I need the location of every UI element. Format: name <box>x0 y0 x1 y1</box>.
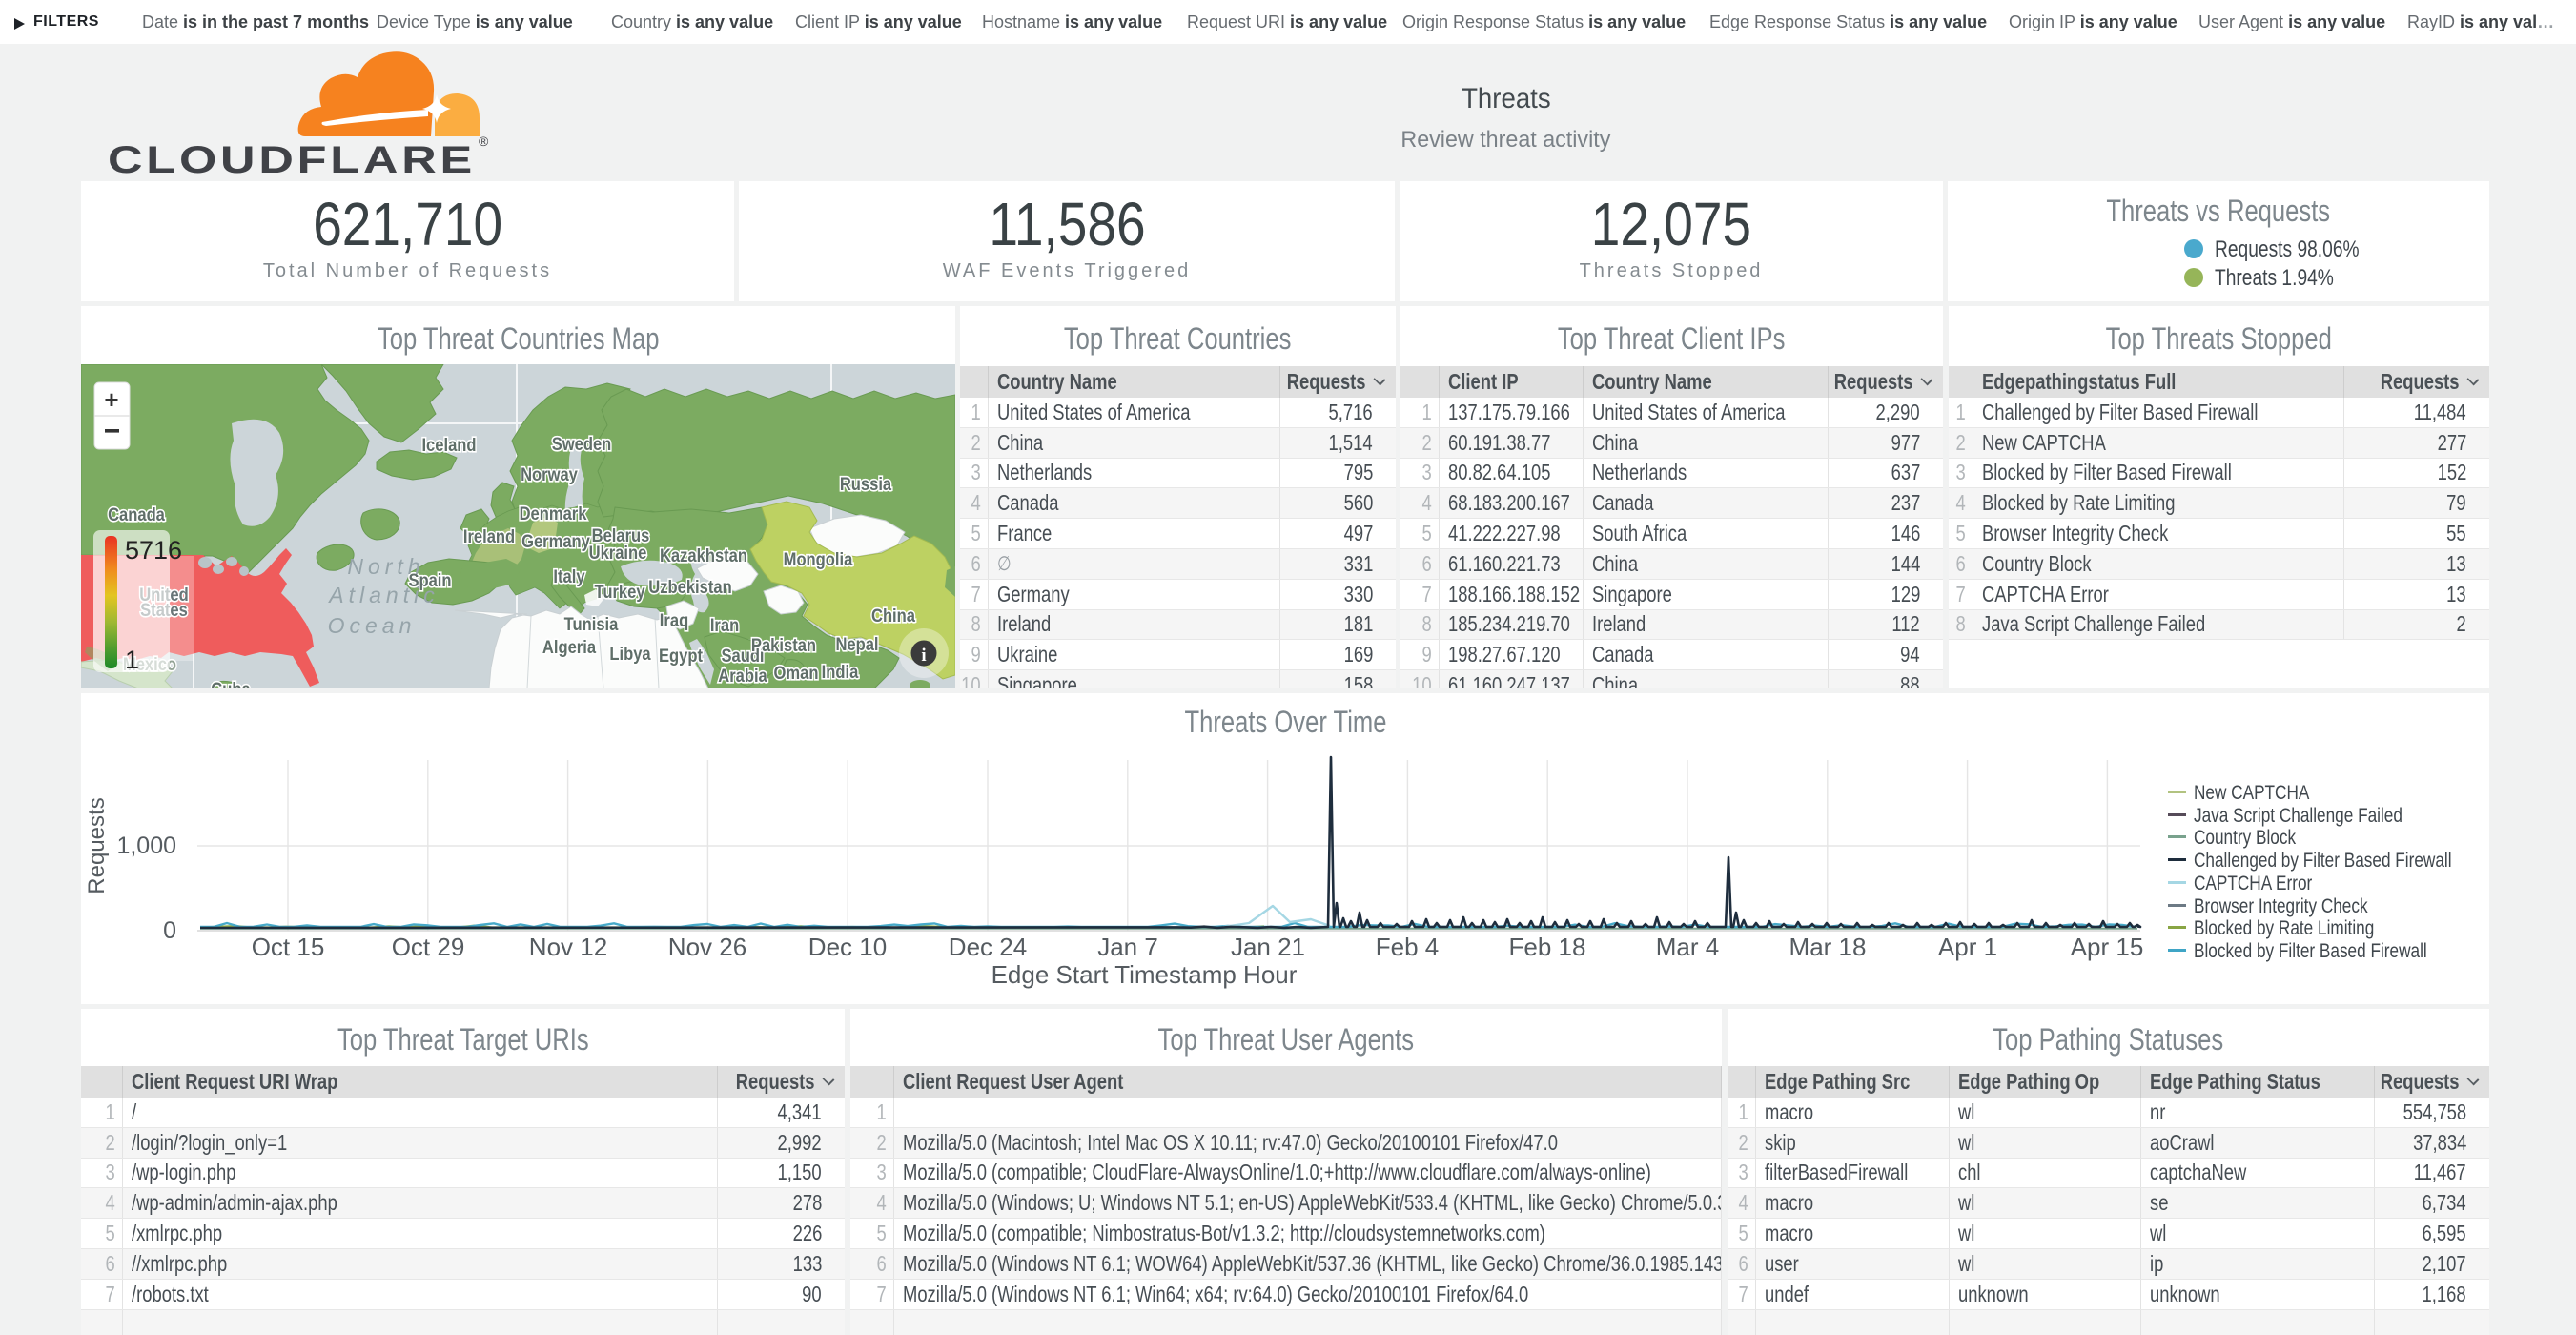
svg-text:Ireland: Ireland <box>463 526 515 547</box>
svg-text:Mar 18: Mar 18 <box>1789 933 1867 961</box>
svg-text:Oman: Oman <box>774 663 819 684</box>
svg-text:Denmark: Denmark <box>520 503 588 524</box>
svg-text:Feb 4: Feb 4 <box>1376 933 1440 961</box>
svg-text:1,000: 1,000 <box>116 832 176 859</box>
svg-text:Apr 1: Apr 1 <box>1938 933 1997 961</box>
svg-text:i: i <box>921 646 926 666</box>
svg-text:Apr 15: Apr 15 <box>2071 933 2144 961</box>
svg-text:Jan 21: Jan 21 <box>1231 933 1305 961</box>
svg-text:Nov 12: Nov 12 <box>529 933 607 961</box>
svg-text:5716: 5716 <box>125 536 182 565</box>
svg-text:Mar 4: Mar 4 <box>1656 933 1719 961</box>
svg-text:Iran: Iran <box>710 615 739 636</box>
svg-text:Italy: Italy <box>553 566 584 587</box>
svg-text:Atlantic: Atlantic <box>327 583 439 607</box>
svg-text:®: ® <box>479 134 489 149</box>
svg-text:Saudi: Saudi <box>721 646 764 667</box>
svg-text:+: + <box>104 385 118 414</box>
svg-text:Iraq: Iraq <box>660 610 688 631</box>
svg-text:Nepal: Nepal <box>835 634 878 655</box>
svg-text:CLOUDFLARE: CLOUDFLARE <box>108 139 476 181</box>
svg-text:Algeria: Algeria <box>542 637 597 658</box>
svg-text:North: North <box>347 554 424 579</box>
svg-text:Tunisia: Tunisia <box>564 614 620 635</box>
svg-text:Canada: Canada <box>108 504 166 525</box>
svg-text:Egypt: Egypt <box>659 646 703 667</box>
svg-text:Jan 7: Jan 7 <box>1097 933 1158 961</box>
svg-text:Libya: Libya <box>609 644 651 665</box>
svg-text:Kazakhstan: Kazakhstan <box>660 545 747 566</box>
svg-text:Mongolia: Mongolia <box>784 549 854 570</box>
svg-text:China: China <box>871 606 916 626</box>
svg-text:Russia: Russia <box>840 474 892 495</box>
svg-text:Nov 26: Nov 26 <box>668 933 746 961</box>
svg-text:Feb 18: Feb 18 <box>1509 933 1586 961</box>
svg-text:Pakistan: Pakistan <box>751 635 816 656</box>
svg-text:Uzbekistan: Uzbekistan <box>648 577 731 598</box>
svg-text:Belarus: Belarus <box>592 525 650 546</box>
svg-text:Turkey: Turkey <box>594 582 644 603</box>
svg-text:Dec 24: Dec 24 <box>949 933 1027 961</box>
svg-text:Edge Start Timestamp Hour: Edge Start Timestamp Hour <box>992 960 1298 989</box>
svg-text:Spain: Spain <box>408 570 451 591</box>
svg-text:Germany: Germany <box>521 531 590 552</box>
svg-text:Oct 15: Oct 15 <box>252 933 325 961</box>
svg-text:Iceland: Iceland <box>421 435 476 456</box>
svg-text:Ukraine: Ukraine <box>589 543 647 564</box>
svg-text:Dec 10: Dec 10 <box>808 933 887 961</box>
svg-text:0: 0 <box>163 917 176 944</box>
svg-text:Sweden: Sweden <box>552 434 612 455</box>
svg-text:Requests: Requests <box>84 797 110 893</box>
svg-text:Cuba: Cuba <box>211 679 251 688</box>
svg-text:India: India <box>822 662 860 683</box>
svg-text:Oct 29: Oct 29 <box>392 933 465 961</box>
svg-text:1: 1 <box>125 646 139 674</box>
svg-text:Norway: Norway <box>521 464 578 485</box>
svg-text:Arabia: Arabia <box>718 666 767 687</box>
svg-text:Ocean: Ocean <box>328 613 417 638</box>
